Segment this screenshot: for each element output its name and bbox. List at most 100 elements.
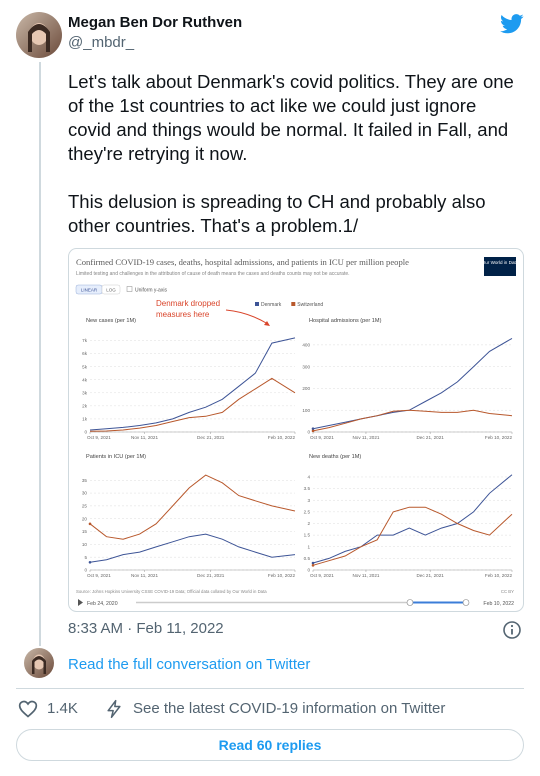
y-tick-label: 2.5 [304,509,311,514]
y-tick-label: 100 [302,408,310,413]
start-dot [311,429,315,433]
like-count[interactable]: 1.4K [47,700,78,717]
legend-swatch [255,302,259,306]
y-tick-label: 20 [82,516,88,521]
read-replies-button[interactable]: Read 60 replies [16,729,524,761]
y-tick-label: 15 [82,529,88,534]
logo-box[interactable] [484,257,516,276]
x-tick-label: Feb 10, 2022 [485,573,513,578]
series-line [312,409,513,432]
y-tick-label: 25 [82,503,88,508]
play-button[interactable] [78,599,83,606]
y-tick-label: 3k [82,390,88,395]
x-tick-label: Oct 9, 2021 [310,573,334,578]
timeline-start: Feb 24, 2020 [87,601,118,607]
start-dot [88,522,92,526]
y-tick-label: 4k [82,377,88,382]
timeline-handle[interactable] [406,599,414,606]
series-line [89,474,296,540]
divider [16,688,524,689]
y-tick-label: 10 [82,542,88,547]
x-tick-label: Dec 21, 2021 [416,435,444,440]
logo[interactable]: Our World in Data [482,260,519,265]
y-tick-label: 5k [82,364,88,369]
y-tick-label: 200 [302,386,310,391]
x-tick-label: Nov 11, 2021 [131,435,158,440]
paragraph: Let's talk about Denmark's covid politic… [68,71,514,164]
y-tick-label: 7k [82,338,88,343]
covid-info-icon[interactable] [104,699,124,719]
x-tick-label: Dec 21, 2021 [197,573,225,578]
source: Source: Johns Hopkins University CSSE CO… [76,589,267,594]
license: CC BY [501,589,514,594]
uniform-label[interactable]: Uniform y-axis [135,288,167,294]
y-tick-label: 35 [82,478,88,483]
legend-label: Denmark [261,302,282,308]
thread-line [39,62,41,646]
x-tick-label: Feb 10, 2022 [485,435,513,440]
series-line [89,377,296,432]
x-tick-label: Nov 11, 2021 [352,573,379,578]
y-tick-label: 30 [82,491,88,496]
embed-subtitle: Limited testing and challenges in the at… [76,271,350,277]
panel-title: New cases (per 1M) [86,318,136,324]
uniform-checkbox[interactable] [126,286,133,292]
y-tick-label: 3 [307,498,310,503]
linear-label[interactable]: LINEAR [81,288,98,293]
y-tick-label: 4 [307,475,310,480]
legend-swatch [291,302,296,306]
panel-title: New deaths (per 1M) [309,454,361,460]
start-dot [311,561,315,565]
twitter-logo[interactable] [500,14,524,34]
annotation: Denmark dropped [156,299,220,308]
chart-image[interactable]: Confirmed COVID-19 cases, deaths, hospit… [68,248,524,612]
tweet-text: Let's talk about Denmark's covid politic… [68,70,520,262]
y-tick-label: 300 [302,364,310,369]
annotation-arrowhead [264,321,270,326]
conversation-link[interactable]: Read the full conversation on Twitter [68,656,311,673]
log-label[interactable]: LOG [106,288,116,293]
avatar[interactable] [16,12,62,58]
x-tick-label: Oct 9, 2021 [87,435,111,440]
y-tick-label: 0 [84,430,87,435]
x-tick-label: Feb 10, 2022 [268,573,296,578]
like-icon[interactable] [18,699,38,719]
timeline-handle[interactable] [462,599,470,606]
start-dot [311,427,315,431]
series-line [312,506,513,566]
series-line [89,337,296,431]
author-name[interactable]: Megan Ben Dor Ruthven [68,14,243,31]
log-button[interactable] [101,284,121,295]
x-tick-label: Dec 21, 2021 [416,573,444,578]
tweet-time[interactable]: 8:33 AM · Feb 11, 2022 [68,620,224,637]
annotation-arrow [225,309,269,325]
panel-title: Hospital admissions (per 1M) [309,318,382,324]
y-tick-label: 2 [307,521,310,526]
small-avatar[interactable] [24,648,54,678]
y-tick-label: 0 [307,568,310,573]
info-icon[interactable] [502,620,522,640]
panel-title: Patients in ICU (per 1M) [86,454,146,460]
y-tick-label: 3.5 [304,486,311,491]
paragraph: This delusion is spreading to CH and pro… [68,191,486,236]
start-dot [311,564,315,567]
y-tick-label: 1k [82,417,88,422]
x-tick-label: Nov 11, 2021 [131,573,158,578]
y-tick-label: 5 [84,555,87,560]
author-handle[interactable]: @_mbdr_ [68,34,135,51]
y-tick-label: 0 [307,430,310,435]
x-tick-label: Oct 9, 2021 [87,573,111,578]
y-tick-label: 0.5 [304,556,311,561]
y-tick-label: 1.5 [304,533,311,538]
x-tick-label: Dec 21, 2021 [197,435,225,440]
x-tick-label: Nov 11, 2021 [352,435,379,440]
covid-info-link[interactable]: See the latest COVID-19 information on T… [133,700,446,717]
y-tick-label: 400 [302,342,310,347]
y-tick-label: 6k [82,351,88,356]
series-line [89,533,296,563]
y-tick-label: 2k [82,403,88,408]
series-line [312,474,513,564]
image-frame [68,248,524,612]
start-dot [88,561,92,564]
